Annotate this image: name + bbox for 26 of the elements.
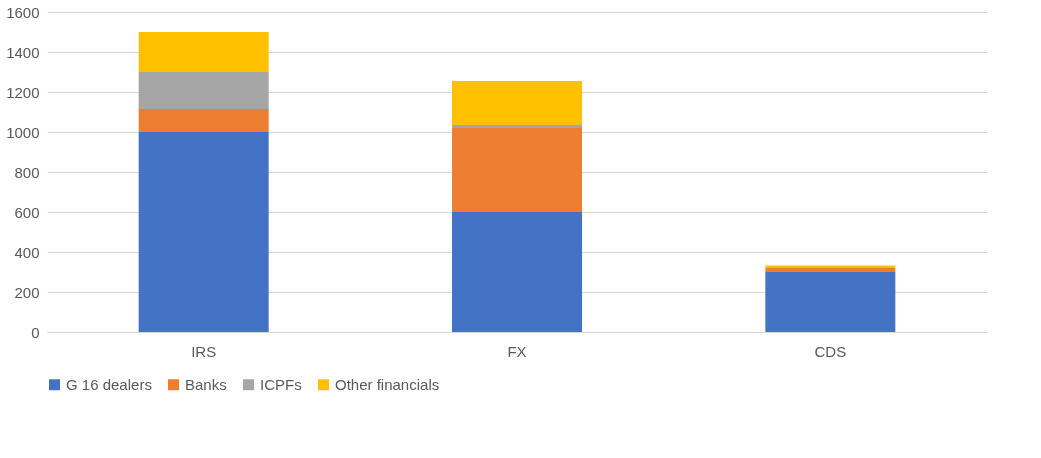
bar (138, 72, 269, 109)
bar (765, 268, 896, 272)
bar (138, 109, 269, 132)
bar (138, 132, 269, 332)
x-tick-label: IRS (191, 342, 217, 360)
bar (452, 81, 582, 125)
y-tick-label: 1600 (6, 3, 40, 21)
y-tick-label: 400 (14, 243, 40, 261)
legend-label: Other financials (335, 375, 440, 393)
y-tick-label: 800 (14, 163, 40, 181)
y-tick-label: 1400 (6, 43, 40, 61)
y-tick-label: 1000 (6, 123, 40, 141)
legend-label: ICPFs (260, 375, 302, 393)
bar (765, 272, 896, 332)
bar (452, 212, 582, 332)
x-tick-label: FX (507, 342, 527, 360)
legend-label: G 16 dealers (66, 375, 152, 393)
bar (138, 32, 269, 72)
y-tick-label: 1200 (6, 83, 40, 101)
bar (452, 128, 582, 212)
y-tick-label: 200 (14, 283, 40, 301)
bar (452, 125, 582, 128)
y-tick-label: 0 (31, 323, 40, 341)
x-tick-label: CDS (814, 342, 847, 360)
y-tick-label: 600 (14, 203, 40, 221)
legend-label: Banks (185, 375, 227, 393)
